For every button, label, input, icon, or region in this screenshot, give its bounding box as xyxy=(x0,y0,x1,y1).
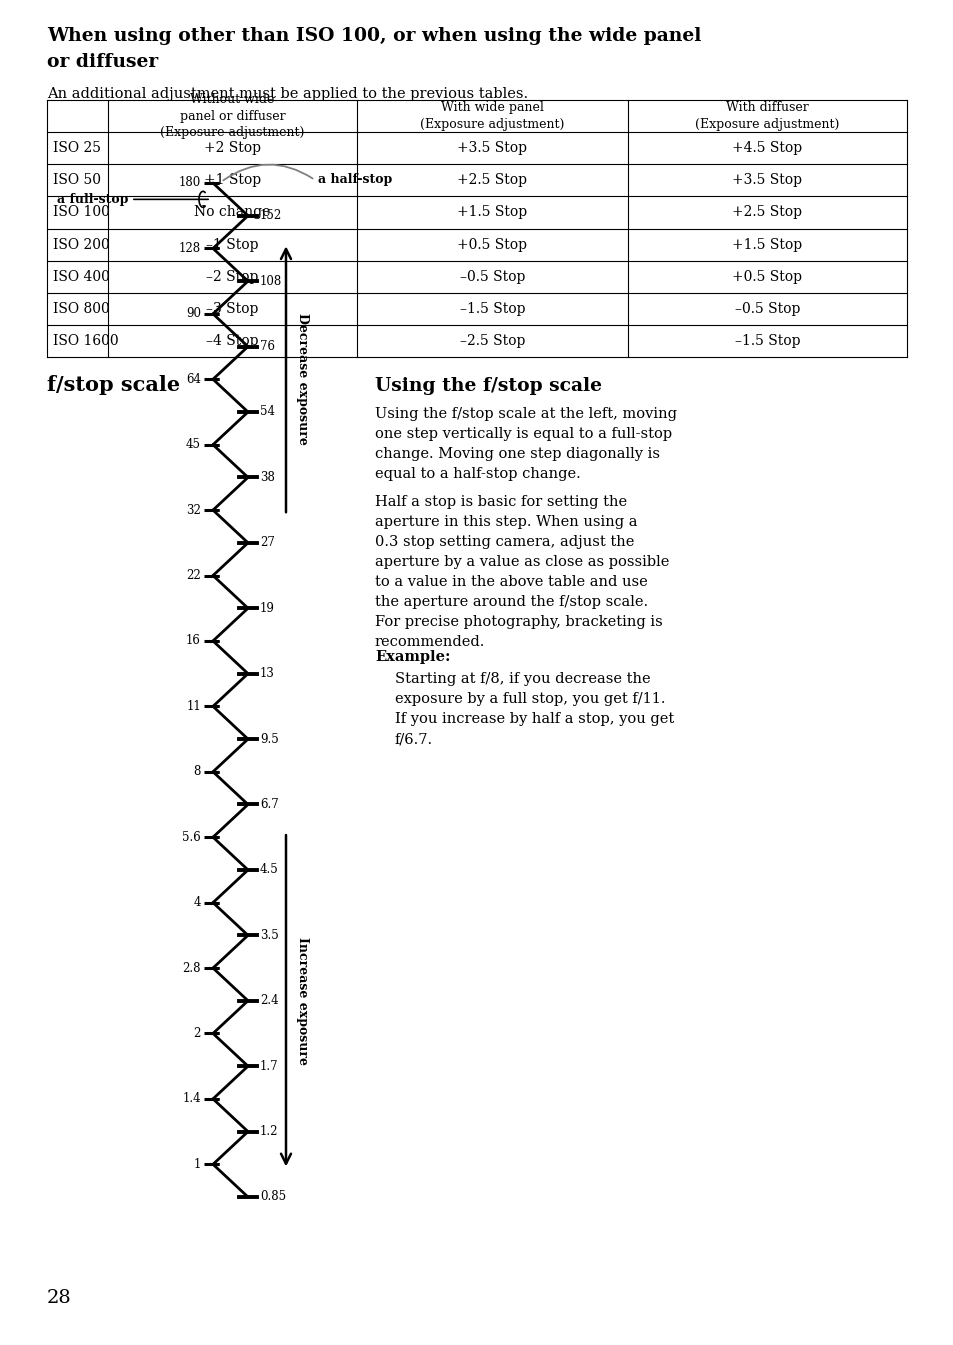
Text: +2.5 Stop: +2.5 Stop xyxy=(732,206,801,219)
Text: +2.5 Stop: +2.5 Stop xyxy=(457,174,527,187)
Text: ISO 400: ISO 400 xyxy=(53,270,110,284)
Text: ISO 1600: ISO 1600 xyxy=(53,334,118,348)
Text: +1.5 Stop: +1.5 Stop xyxy=(456,206,527,219)
Text: ISO 50: ISO 50 xyxy=(53,174,101,187)
Text: 45: 45 xyxy=(186,438,201,451)
Text: 128: 128 xyxy=(178,242,201,256)
Text: –1.5 Stop: –1.5 Stop xyxy=(459,301,525,316)
Text: 13: 13 xyxy=(260,667,274,681)
Text: +0.5 Stop: +0.5 Stop xyxy=(457,238,527,252)
Text: –1.5 Stop: –1.5 Stop xyxy=(734,334,800,348)
Text: Increase exposure: Increase exposure xyxy=(295,936,309,1065)
Text: 11: 11 xyxy=(186,699,201,713)
Text: a half-stop: a half-stop xyxy=(317,174,392,187)
Text: An additional adjustment must be applied to the previous tables.: An additional adjustment must be applied… xyxy=(47,87,528,101)
Text: –0.5 Stop: –0.5 Stop xyxy=(459,270,525,284)
Text: ISO 25: ISO 25 xyxy=(53,141,101,155)
Text: Starting at f/8, if you decrease the
exposure by a full stop, you get f/11.
If y: Starting at f/8, if you decrease the exp… xyxy=(395,672,674,746)
Text: +0.5 Stop: +0.5 Stop xyxy=(732,270,801,284)
Text: a full-stop: a full-stop xyxy=(56,192,128,206)
Text: No change: No change xyxy=(194,206,271,219)
Text: 8: 8 xyxy=(193,765,201,779)
Text: 180: 180 xyxy=(178,176,201,190)
Text: 0.85: 0.85 xyxy=(260,1190,286,1204)
Text: +4.5 Stop: +4.5 Stop xyxy=(732,141,801,155)
Text: 3.5: 3.5 xyxy=(260,929,278,942)
Text: 2.8: 2.8 xyxy=(182,962,201,975)
Text: –0.5 Stop: –0.5 Stop xyxy=(734,301,800,316)
Text: +2 Stop: +2 Stop xyxy=(204,141,261,155)
Text: 28: 28 xyxy=(47,1289,71,1307)
Text: Using the f/stop scale at the left, moving
one step vertically is equal to a ful: Using the f/stop scale at the left, movi… xyxy=(375,408,677,482)
Text: 1.2: 1.2 xyxy=(260,1124,278,1138)
Text: 6.7: 6.7 xyxy=(260,798,278,811)
Text: 38: 38 xyxy=(260,471,274,484)
Text: 2.4: 2.4 xyxy=(260,994,278,1007)
Text: +3.5 Stop: +3.5 Stop xyxy=(457,141,527,155)
Text: +1 Stop: +1 Stop xyxy=(204,174,261,187)
Text: With diffuser
(Exposure adjustment): With diffuser (Exposure adjustment) xyxy=(695,101,839,130)
Text: When using other than ISO 100, or when using the wide panel: When using other than ISO 100, or when u… xyxy=(47,27,700,44)
Text: ISO 800: ISO 800 xyxy=(53,301,110,316)
Text: or diffuser: or diffuser xyxy=(47,52,158,71)
Text: 90: 90 xyxy=(186,308,201,320)
Text: ISO 200: ISO 200 xyxy=(53,238,110,252)
Text: 1.4: 1.4 xyxy=(182,1092,201,1106)
Text: 4.5: 4.5 xyxy=(260,863,278,877)
Text: –1 Stop: –1 Stop xyxy=(206,238,258,252)
Text: –2.5 Stop: –2.5 Stop xyxy=(459,334,525,348)
Text: Without wide
panel or diffuser
(Exposure adjustment): Without wide panel or diffuser (Exposure… xyxy=(160,93,304,139)
Text: 2: 2 xyxy=(193,1028,201,1040)
Text: 27: 27 xyxy=(260,537,274,549)
Text: 108: 108 xyxy=(260,274,282,288)
Text: 9.5: 9.5 xyxy=(260,733,278,745)
Text: Half a stop is basic for setting the
aperture in this step. When using a
0.3 sto: Half a stop is basic for setting the ape… xyxy=(375,495,669,650)
Text: –3 Stop: –3 Stop xyxy=(206,301,258,316)
Text: Example:: Example: xyxy=(375,650,450,664)
Text: 5.6: 5.6 xyxy=(182,831,201,843)
Text: +1.5 Stop: +1.5 Stop xyxy=(732,238,801,252)
Text: 4: 4 xyxy=(193,896,201,909)
Text: 16: 16 xyxy=(186,635,201,647)
Text: Using the f/stop scale: Using the f/stop scale xyxy=(375,377,601,395)
Text: f/stop scale: f/stop scale xyxy=(47,375,180,395)
Text: –2 Stop: –2 Stop xyxy=(206,270,258,284)
Text: 32: 32 xyxy=(186,503,201,516)
Text: 1.7: 1.7 xyxy=(260,1060,278,1073)
Text: 1: 1 xyxy=(193,1158,201,1170)
Text: –4 Stop: –4 Stop xyxy=(206,334,258,348)
Text: 152: 152 xyxy=(260,210,282,222)
Text: +3.5 Stop: +3.5 Stop xyxy=(732,174,801,187)
Text: 76: 76 xyxy=(260,340,274,352)
Text: Decrease exposure: Decrease exposure xyxy=(295,313,309,445)
Text: 54: 54 xyxy=(260,405,274,418)
Text: 22: 22 xyxy=(186,569,201,582)
Text: ISO 100: ISO 100 xyxy=(53,206,110,219)
Text: With wide panel
(Exposure adjustment): With wide panel (Exposure adjustment) xyxy=(420,101,564,130)
Text: 64: 64 xyxy=(186,373,201,386)
Text: 19: 19 xyxy=(260,601,274,615)
